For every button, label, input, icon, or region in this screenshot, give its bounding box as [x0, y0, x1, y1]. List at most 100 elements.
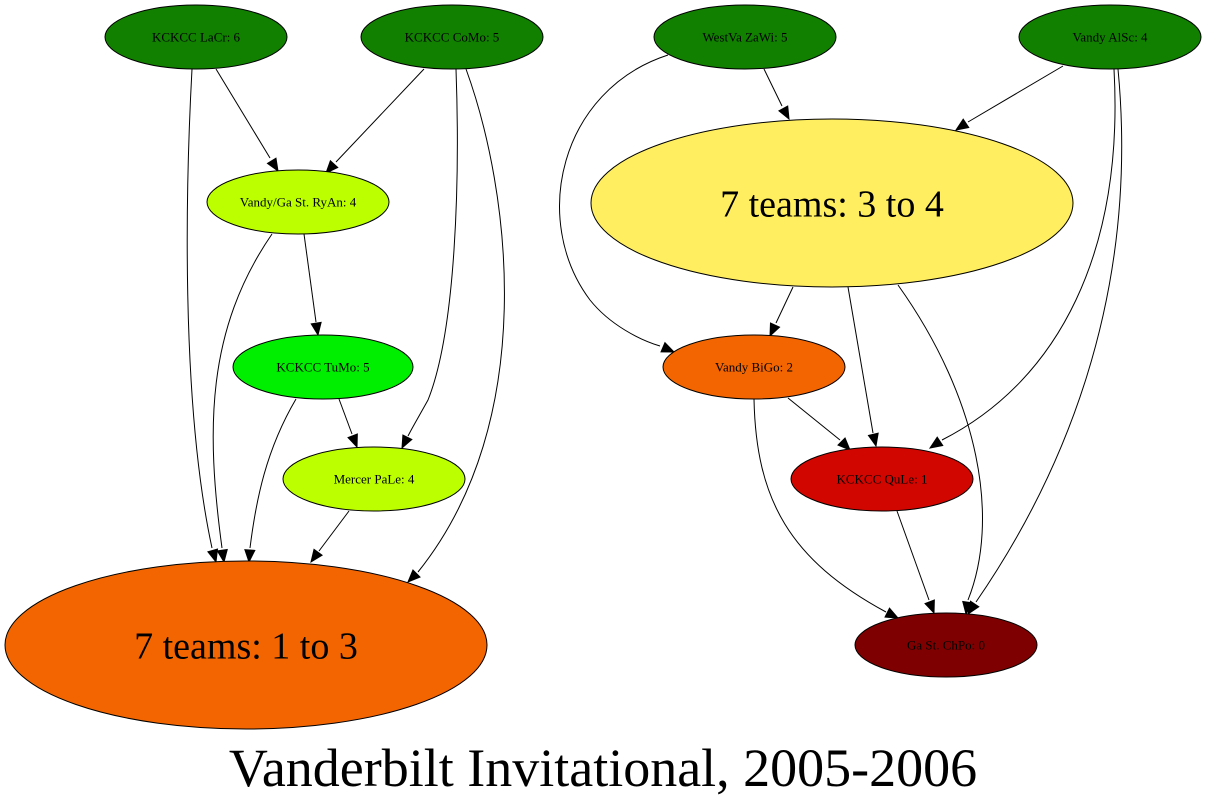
edge-lacr-to-ryan: [215, 68, 279, 173]
edge-g34-to-chpo: [897, 284, 983, 616]
edge-arrowhead: [207, 548, 219, 564]
edge-g34-to-bigo: [769, 286, 794, 338]
node-alsc: Vandy AlSc: 4: [1018, 4, 1202, 70]
edge-alsc-to-g34: [954, 65, 1064, 131]
node-g13: 7 teams: 1 to 3: [4, 560, 488, 730]
node-qule: KCKCC QuLe: 1: [790, 446, 974, 512]
edge-como-to-g13: [407, 68, 505, 583]
edge-line: [407, 68, 458, 437]
node-ellipse: [282, 446, 466, 512]
edge-tumo-to-g13: [244, 398, 297, 564]
edges-layer: [186, 54, 1123, 619]
edge-line: [249, 398, 297, 549]
edge-ryan-to-tumo: [303, 233, 322, 337]
edge-line: [186, 68, 213, 549]
node-ellipse: [104, 4, 288, 70]
node-g34: 7 teams: 3 to 4: [590, 118, 1074, 288]
node-lacr: KCKCC LaCr: 6: [104, 4, 288, 70]
node-label: KCKCC QuLe: 1: [837, 472, 928, 487]
edge-line: [335, 68, 425, 163]
node-ellipse: [1018, 4, 1202, 70]
edge-line: [775, 286, 794, 324]
edge-arrowhead: [837, 437, 851, 451]
node-label: Vandy AlSc: 4: [1072, 30, 1148, 45]
edge-arrowhead: [266, 157, 279, 173]
node-label: Ga St. ChPo: 0: [907, 638, 985, 653]
edge-lacr-to-g13: [186, 68, 219, 564]
edge-arrowhead: [407, 569, 421, 583]
node-ellipse: [653, 4, 837, 70]
edge-g34-to-qule: [847, 286, 879, 448]
node-label: Mercer PaLe: 4: [334, 472, 415, 487]
node-pale: Mercer PaLe: 4: [282, 446, 466, 512]
node-como: KCKCC CoMo: 5: [360, 4, 544, 70]
node-ellipse: [232, 334, 414, 400]
edge-zawi-to-bigo: [559, 54, 676, 353]
node-label: KCKCC CoMo: 5: [405, 30, 500, 45]
node-chpo: Ga St. ChPo: 0: [854, 612, 1038, 678]
edge-qule-to-chpo: [896, 510, 935, 615]
edge-arrowhead: [310, 321, 322, 337]
edge-line: [318, 510, 350, 552]
edge-line: [215, 68, 271, 159]
edge-line: [975, 68, 1123, 603]
edge-arrowhead: [769, 322, 781, 338]
edge-arrowhead: [347, 433, 358, 449]
edge-arrowhead: [867, 432, 879, 448]
edge-como-to-pale: [401, 68, 458, 450]
node-ellipse: [790, 446, 974, 512]
node-label: 7 teams: 3 to 4: [720, 183, 944, 225]
node-ellipse: [206, 169, 390, 235]
edge-line: [941, 68, 1116, 441]
edge-line: [338, 398, 353, 435]
edge-arrowhead: [244, 549, 256, 564]
node-zawi: WestVa ZaWi: 5: [653, 4, 837, 70]
edge-arrowhead: [216, 548, 228, 564]
node-label: 7 teams: 1 to 3: [134, 625, 358, 667]
node-label: WestVa ZaWi: 5: [702, 30, 787, 45]
node-ellipse: [4, 560, 488, 730]
edge-arrowhead: [401, 434, 413, 450]
node-label: KCKCC TuMo: 5: [276, 360, 369, 375]
node-ellipse: [360, 4, 544, 70]
node-bigo: Vandy BiGo: 2: [662, 334, 846, 400]
edge-line: [753, 398, 887, 613]
edge-bigo-to-qule: [787, 397, 851, 451]
edge-line: [847, 286, 874, 434]
edge-line: [787, 397, 841, 441]
edge-line: [967, 65, 1064, 123]
edge-arrowhead: [954, 118, 970, 131]
edge-arrowhead: [924, 599, 935, 615]
node-ellipse: [854, 612, 1038, 678]
edge-arrowhead: [660, 341, 676, 353]
nodes-layer: KCKCC LaCr: 6 KCKCC CoMo: 5 WestVa ZaWi: 5…: [4, 4, 1202, 730]
node-label: Vandy/Ga St. RyAn: 4: [240, 195, 357, 210]
node-ellipse: [590, 118, 1074, 288]
node-label: KCKCC LaCr: 6: [152, 30, 241, 45]
graph-title: Vanderbilt Invitational, 2005-2006: [229, 738, 977, 798]
node-ryan: Vandy/Ga St. RyAn: 4: [206, 169, 390, 235]
edge-line: [897, 284, 983, 601]
edge-arrowhead: [310, 548, 324, 564]
node-label: Vandy BiGo: 2: [715, 360, 793, 375]
edge-zawi-to-g34: [763, 68, 790, 121]
edge-arrowhead: [325, 159, 339, 174]
edge-pale-to-g13: [310, 510, 350, 564]
node-tumo: KCKCC TuMo: 5: [232, 334, 414, 400]
edge-line: [763, 68, 783, 107]
edge-tumo-to-pale: [338, 398, 358, 449]
edge-arrowhead: [778, 105, 790, 121]
edge-line: [559, 54, 669, 347]
edge-line: [303, 233, 317, 323]
edge-arrowhead: [884, 607, 900, 619]
edge-line: [212, 233, 273, 549]
edge-como-to-ryan: [325, 68, 425, 174]
edge-bigo-to-chpo: [753, 398, 900, 619]
edge-line: [896, 510, 930, 601]
edge-line: [417, 68, 505, 573]
edge-ryan-to-g13: [212, 233, 273, 564]
node-ellipse: [662, 334, 846, 400]
edge-arrowhead: [962, 600, 974, 616]
edge-alsc-to-qule: [928, 68, 1116, 449]
